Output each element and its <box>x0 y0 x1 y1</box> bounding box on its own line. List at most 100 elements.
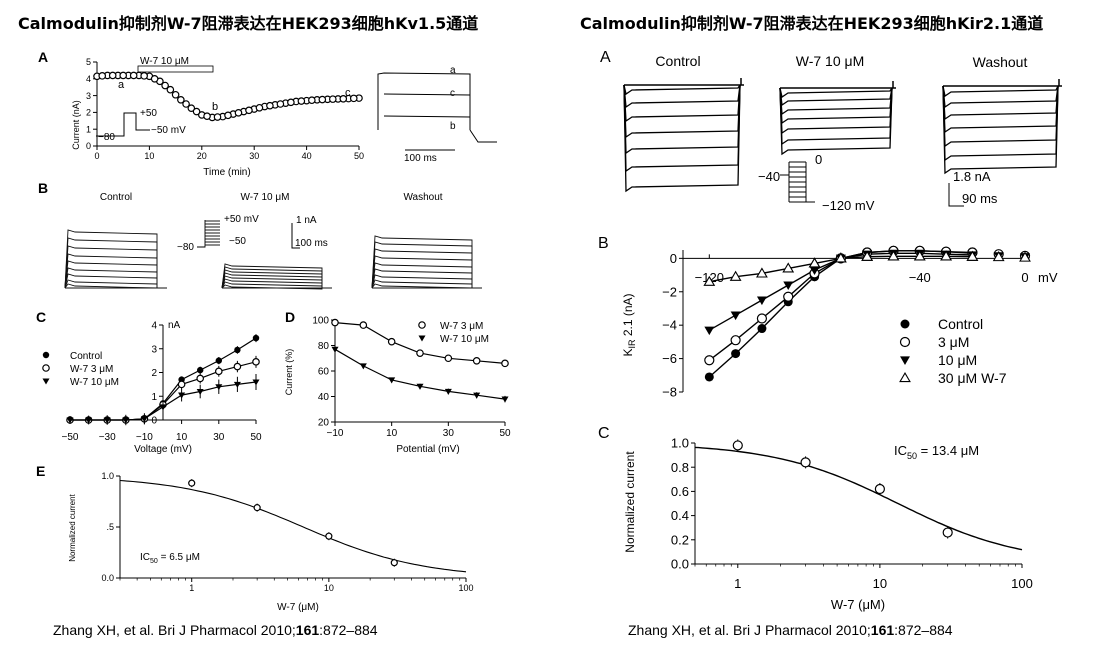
data-point <box>757 324 767 334</box>
data-point <box>732 440 743 451</box>
legend-marker <box>899 371 911 383</box>
ic50-label: IC50 = 6.5 μM <box>140 552 200 565</box>
point-label-b: b <box>212 101 218 113</box>
legend-marker <box>42 351 50 359</box>
legend-marker <box>42 378 50 385</box>
left-panel-c: C −50 −30 −10 10 30 50 0 1 2 3 4 nA Voltage (mV) C… <box>36 309 262 455</box>
left-panel-b: B Control W-7 10 μM Washout +50 mV −50 −… <box>38 180 482 290</box>
data-point <box>940 250 952 261</box>
right-panel-c: C 1 10 100 0.0 0.2 0.4 0.6 0.8 1.0 Normalized cu… <box>598 425 1033 612</box>
legend-label: W-7 10 μM <box>70 377 119 388</box>
protocol-step <box>197 220 206 248</box>
current-trace <box>779 87 893 135</box>
data-point <box>729 270 742 281</box>
data-point <box>161 81 169 90</box>
scale-label: 1 nA <box>296 215 317 226</box>
data-point <box>166 85 175 94</box>
data-point <box>287 98 295 107</box>
y-tick-label: −4 <box>662 318 677 333</box>
data-point <box>731 349 741 359</box>
right-panel-a: A Control W-7 10 μM Washout 0 −40 −120 m… <box>600 49 1062 213</box>
data-point <box>387 337 396 346</box>
x-tick-label: 30 <box>443 428 455 439</box>
fit-curve <box>119 479 467 573</box>
panel-label: B <box>598 235 609 252</box>
data-point <box>704 326 715 336</box>
x-tick-label: 100 <box>1011 576 1033 591</box>
data-point <box>108 71 117 80</box>
data-point <box>800 457 811 468</box>
panel-label: C <box>598 425 610 442</box>
data-point <box>203 112 211 120</box>
data-point <box>234 346 241 354</box>
data-point <box>140 416 148 423</box>
current-trace <box>371 283 473 289</box>
y-tick-label: 4 <box>151 321 157 332</box>
data-point <box>197 366 204 374</box>
legend-label: W-7 10 μM <box>440 334 489 345</box>
series-line <box>708 250 973 378</box>
current-trace <box>942 85 1059 175</box>
panel-label: A <box>600 49 611 66</box>
protocol-label: −50 mV <box>151 125 186 136</box>
data-point <box>783 281 794 291</box>
x-axis-label: W-7 (μM) <box>277 602 319 613</box>
current-trace <box>779 87 893 156</box>
data-point <box>704 355 715 366</box>
fit-curve <box>694 446 1023 551</box>
series-line <box>708 250 973 361</box>
protocol-label: −40 <box>758 169 780 184</box>
x-tick-label: 20 <box>197 151 207 161</box>
y-tick-label: 0.8 <box>671 460 689 475</box>
data-point <box>359 321 368 329</box>
y-tick-label: 0.4 <box>671 508 689 523</box>
y-tick-label: −6 <box>662 351 677 366</box>
data-point <box>182 100 190 108</box>
data-point <box>472 356 481 365</box>
data-point <box>140 72 148 80</box>
legend-marker <box>418 335 426 342</box>
y-axis-label: Current (nA) <box>71 100 81 150</box>
y-tick-label: .5 <box>106 522 114 532</box>
current-trace <box>221 278 323 289</box>
data-point <box>756 313 768 324</box>
scale-label: 90 ms <box>962 191 998 206</box>
drug-bar <box>137 65 214 73</box>
left-panel-e: E 1 10 100 0.0 .5 1.0 Normalized current W-7 … <box>36 463 474 613</box>
x-tick-label: 50 <box>354 151 364 161</box>
x-tick-label: 10 <box>873 576 887 591</box>
x-tick-label: 50 <box>250 432 262 443</box>
protocol-step <box>780 162 815 203</box>
current-trace <box>377 72 471 130</box>
left-citation: Zhang XH, et al. Bri J Pharmacol 2010;16… <box>53 622 378 638</box>
data-point <box>297 97 306 105</box>
data-point <box>501 359 509 368</box>
data-point <box>349 94 358 103</box>
y-tick-label: 1 <box>86 124 91 134</box>
data-point <box>252 358 260 366</box>
current-trace <box>64 229 158 289</box>
data-point <box>703 275 716 286</box>
x-axis-label: Voltage (mV) <box>134 444 192 455</box>
condition-label: Washout <box>403 192 442 203</box>
legend-marker <box>900 356 910 365</box>
right-citation: Zhang XH, et al. Bri J Pharmacol 2010;16… <box>628 622 953 638</box>
data-point <box>416 383 424 390</box>
data-point <box>119 71 128 80</box>
data-point <box>444 388 452 395</box>
legend-label: 10 μM <box>938 352 977 368</box>
data-point <box>215 357 222 364</box>
panel-label: D <box>285 309 295 325</box>
legend-label: Control <box>938 316 983 332</box>
x-axis-label: Time (min) <box>203 167 250 178</box>
current-trace <box>942 85 1059 162</box>
data-point <box>224 111 232 120</box>
data-point <box>171 90 180 99</box>
current-trace <box>623 84 741 139</box>
x-tick-label: −30 <box>99 432 116 443</box>
scale-label: 100 ms <box>404 153 437 164</box>
data-point <box>252 379 260 386</box>
current-trace <box>64 283 158 289</box>
y-tick-label: 60 <box>318 367 330 378</box>
data-point <box>255 103 264 112</box>
